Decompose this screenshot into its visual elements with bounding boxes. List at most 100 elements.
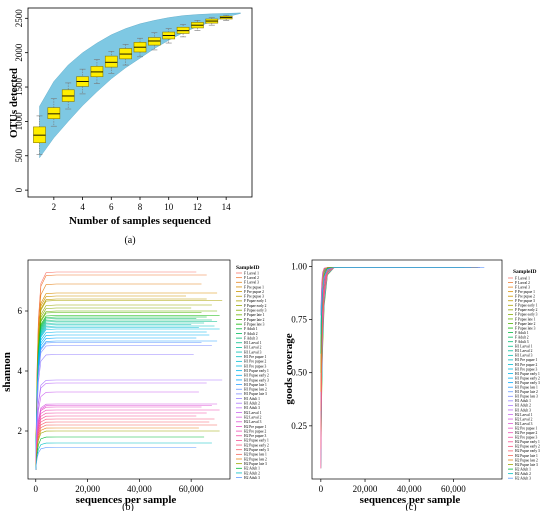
y-tick-label: 1500 (14, 78, 24, 97)
legend-label: F Pupae early 3 (244, 309, 267, 313)
coverage-curve (320, 267, 472, 373)
y-tick-label: 2000 (14, 43, 24, 62)
legend-label: H2 Pupae early 3 (244, 448, 269, 452)
panel-a-ylabel: OTUs detected (8, 68, 20, 138)
legend-label: H2 Adult 1 (515, 467, 531, 471)
legend-label: H2 Pupae late 1 (515, 454, 538, 458)
coverage-curve (320, 267, 465, 354)
legend-label: F Pupae early 1 (515, 304, 538, 308)
coverage-curve (320, 267, 480, 450)
y-tick-label: 1.00 (291, 261, 307, 271)
legend-label: F Larval 1 (244, 271, 259, 275)
legend-label: F Pupae late 2 (515, 322, 536, 326)
coverage-curve (320, 267, 472, 335)
legend-label: H2 Adult 2 (515, 472, 531, 476)
y-tick-label: 0 (14, 187, 24, 192)
x-tick-label: 10 (164, 202, 174, 212)
y-tick-label: 4 (18, 366, 23, 376)
x-tick-label: 2 (52, 202, 57, 212)
legend-label: H2 Pupae late 3 (515, 463, 538, 467)
coverage-curve (320, 267, 467, 431)
legend-label: F Adult 2 (244, 332, 258, 336)
legend-label: H1 Larval 2 (244, 346, 262, 350)
legend-label: H2 Adult 3 (515, 477, 531, 481)
legend-label: H1 Larval 1 (244, 341, 262, 345)
coverage-curve (320, 267, 476, 469)
legend-label: H1 Pre pupae 1 (515, 358, 537, 362)
x-tick-label: 60,000 (179, 484, 204, 494)
legend-label: H1 Adult 3 (244, 406, 260, 410)
legend-label: F Adult 1 (244, 327, 258, 331)
legend-label: H1 Pre pupae 3 (515, 367, 537, 371)
coverage-curve (320, 267, 467, 316)
legend-label: H1 Larval 2 (515, 349, 533, 353)
shannon-curve (35, 382, 207, 471)
panel-c: goods coverage sequences per sample (c) … (283, 259, 540, 511)
y-tick-label: 1000 (14, 112, 24, 130)
x-tick-label: 0 (319, 484, 324, 494)
panel-b-frame (27, 259, 231, 480)
panel-b-caption: (b) (122, 502, 134, 511)
shannon-curve (35, 327, 199, 471)
shannon-curve (35, 427, 199, 471)
x-tick-label: 0 (34, 484, 39, 494)
legend-label: H1 Pupae late 2 (515, 390, 538, 394)
coverage-curve (320, 267, 467, 450)
coverage-curve (320, 267, 463, 450)
shannon-curve (35, 436, 205, 471)
legend-label: H1 Pupae late 3 (244, 392, 267, 396)
legend-label: H1 Larval 3 (244, 350, 262, 354)
coverage-curve (320, 267, 474, 469)
coverage-curve (320, 267, 472, 316)
coverage-curve (320, 267, 478, 335)
coverage-curve (320, 267, 463, 335)
legend-label: H1 Pupae early 3 (515, 381, 540, 385)
x-tick-label: 6 (109, 202, 114, 212)
y-tick-label: 0.25 (291, 421, 307, 431)
legend-label: H1 Adult 1 (244, 397, 260, 401)
legend-label: H2 Pupae early 1 (515, 440, 540, 444)
panel-b-xlabel: sequences per sample (76, 494, 177, 506)
y-tick-label: 2500 (14, 9, 24, 28)
box-body (104, 55, 118, 68)
shannon-curve (35, 334, 210, 471)
legend-label: F Larval 2 (515, 281, 530, 285)
y-tick-label: 0.75 (291, 315, 307, 325)
legend-label: H2 Larval 3 (244, 420, 262, 424)
legend-label: F Larval 2 (244, 276, 259, 280)
shannon-curve (35, 345, 212, 471)
panel-b-ylabel: shannon (1, 352, 13, 392)
coverage-curve (320, 267, 460, 412)
shannon-curve (35, 274, 207, 471)
legend-label: F Pre pupae 1 (515, 290, 535, 294)
legend-label: H1 Pupae early 2 (515, 376, 540, 380)
coverage-curve (320, 267, 476, 412)
x-tick-label: 40,000 (127, 484, 152, 494)
panel-a: OTUs detected Number of samples sequence… (8, 7, 253, 246)
panel-c-ylabel: goods coverage (283, 333, 295, 404)
legend-label: H2 Pupae late 1 (244, 453, 267, 457)
legend-label: F Pupae late 1 (244, 313, 265, 317)
legend-label: H1 Larval 3 (515, 354, 533, 358)
shannon-curve (35, 328, 220, 471)
legend-label: H1 Pupae early 3 (244, 378, 269, 382)
y-tick-label: 0.50 (291, 368, 307, 378)
legend-label: F Pre pupae 3 (515, 299, 535, 303)
legend-label: F Pupae late 3 (244, 322, 265, 326)
box-body (47, 107, 61, 119)
shannon-curve (35, 412, 207, 471)
shannon-curve (35, 442, 212, 471)
legend-label: H1 Adult 2 (515, 404, 531, 408)
x-tick-label: 14 (222, 202, 232, 212)
shannon-curve (35, 304, 212, 471)
shannon-curve (35, 316, 207, 471)
coverage-curve (320, 267, 465, 335)
coverage-curve (320, 267, 460, 450)
legend-label: H1 Pupae early 1 (244, 369, 269, 373)
legend-label: F Pupae early 3 (515, 313, 538, 317)
legend-label: F Adult 3 (515, 340, 529, 344)
x-tick-label: 8 (138, 202, 143, 212)
x-tick-label: 20,000 (75, 484, 100, 494)
panel-a-caption: (a) (124, 235, 135, 246)
